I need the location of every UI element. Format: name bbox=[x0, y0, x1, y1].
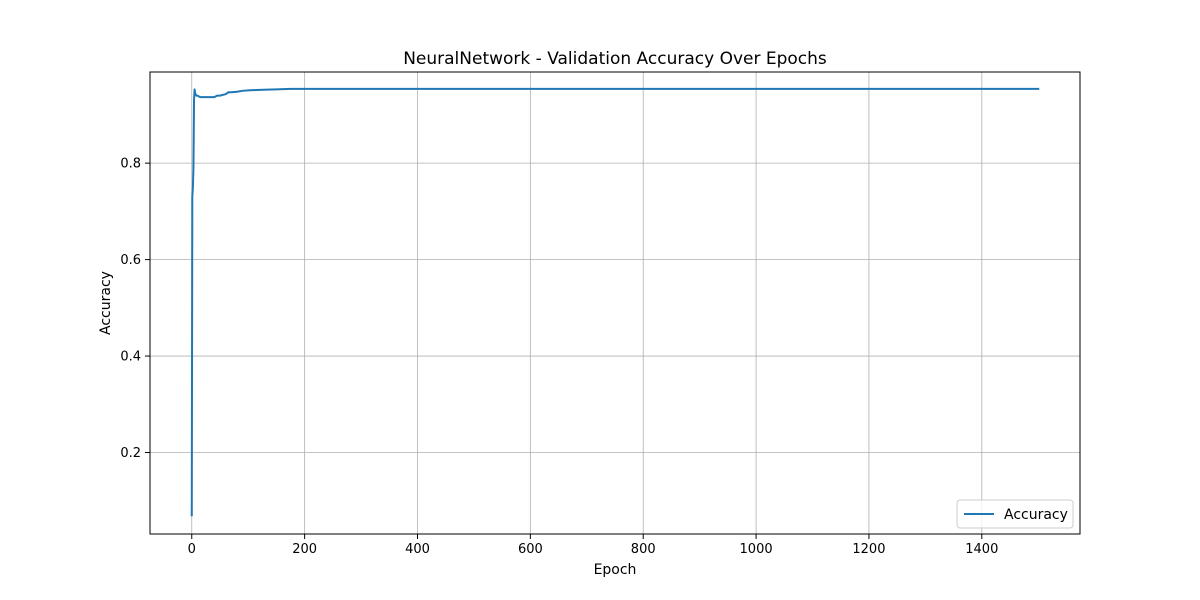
x-tick-label: 200 bbox=[292, 542, 317, 557]
legend: Accuracy bbox=[956, 499, 1074, 529]
x-tick-label: 0 bbox=[188, 542, 196, 557]
grid-lines bbox=[150, 72, 1080, 534]
y-tick-label: 0.8 bbox=[120, 157, 141, 172]
x-tick-label: 400 bbox=[405, 542, 430, 557]
y-tick-label: 0.4 bbox=[120, 350, 141, 365]
x-axis-ticks: 0 200 400 600 800 1000 1200 1400 bbox=[188, 534, 998, 557]
y-tick-label: 0.6 bbox=[120, 253, 141, 268]
y-axis-label: Accuracy bbox=[98, 271, 114, 335]
plot-area-frame bbox=[149, 71, 1081, 535]
y-tick-label: 0.2 bbox=[120, 446, 141, 461]
x-axis-label: Epoch bbox=[594, 562, 637, 578]
legend-label-accuracy: Accuracy bbox=[1004, 507, 1068, 523]
series-layer bbox=[190, 87, 1040, 517]
x-tick-label: 1200 bbox=[852, 542, 885, 557]
x-tick-label: 800 bbox=[631, 542, 656, 557]
x-tick-label: 1400 bbox=[965, 542, 998, 557]
x-tick-label: 1000 bbox=[740, 542, 773, 557]
series-line-accuracy bbox=[190, 87, 1040, 517]
legend-box bbox=[956, 499, 1074, 529]
x-tick-label: 600 bbox=[518, 542, 543, 557]
chart-title: NeuralNetwork - Validation Accuracy Over… bbox=[403, 49, 827, 69]
y-axis-ticks: 0.2 0.4 0.6 0.8 bbox=[120, 157, 150, 461]
